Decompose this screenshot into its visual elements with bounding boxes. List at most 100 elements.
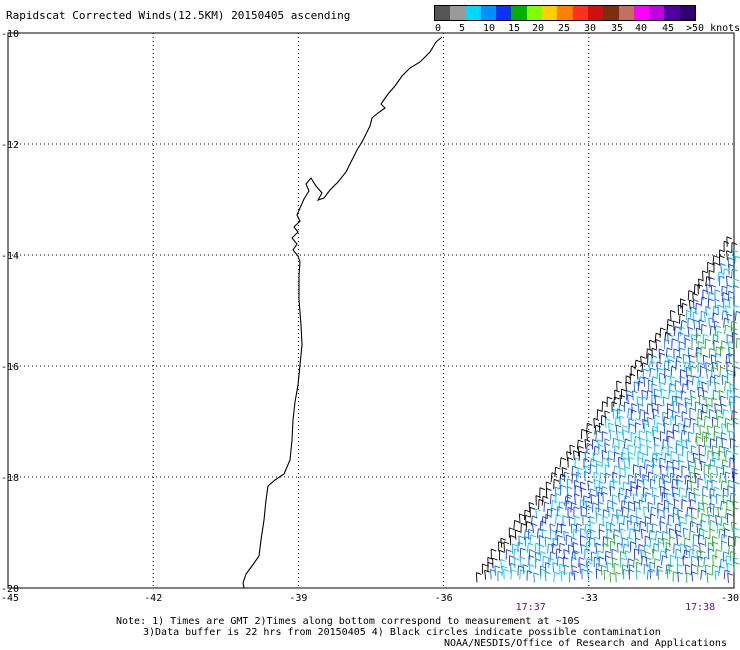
wind-barb-feather: [698, 341, 704, 344]
wind-barb-feather: [703, 354, 709, 358]
wind-barb-feather: [673, 429, 679, 433]
wind-barb-feather: [590, 488, 596, 492]
wind-barb-feather: [716, 493, 722, 497]
wind-barb-feather: [690, 389, 696, 393]
wind-barb-feather: [701, 296, 708, 300]
wind-barb-feather: [666, 492, 672, 496]
wind-barb-feather: [499, 550, 505, 553]
wind-barb-feather: [677, 479, 684, 483]
wind-barb: [605, 521, 608, 532]
legend-swatch: [557, 6, 573, 20]
wind-barb-feather: [727, 485, 734, 489]
wind-barb-feather: [569, 444, 576, 448]
wind-barb-feather: [552, 562, 559, 565]
graticule: [7, 32, 735, 589]
wind-barb-feather: [652, 523, 658, 527]
wind-barb-feather: [713, 262, 720, 266]
wind-barb-feather: [662, 530, 669, 534]
wind-barb: [705, 276, 708, 287]
wind-barb-feather: [525, 514, 531, 518]
wind-barb: [730, 321, 733, 331]
wind-barb: [720, 480, 723, 491]
wind-barb-feather: [690, 417, 696, 421]
wind-barb-feather: [579, 556, 585, 560]
wind-barb-feather: [719, 249, 725, 253]
wind-barb-feather: [566, 486, 573, 490]
wind-barb-feather: [723, 551, 729, 555]
wind-barb: [706, 573, 709, 583]
wind-barb-feather: [709, 269, 715, 273]
legend-swatch: [450, 6, 466, 20]
wind-barb-feather: [717, 506, 724, 510]
wind-barb-feather: [613, 437, 619, 441]
wind-barb-feather: [644, 563, 650, 567]
wind-barb-feather: [670, 450, 677, 454]
wind-barb-feather: [554, 486, 561, 490]
wind-barb-feather: [549, 523, 556, 527]
wind-barb-feather: [634, 521, 640, 525]
wind-barb: [654, 395, 657, 405]
wind-barb-feather: [732, 417, 739, 420]
wind-barb-feather: [693, 319, 700, 323]
wind-barb-feather: [688, 290, 694, 293]
wind-barb-feather: [684, 549, 690, 553]
wind-barb-feather: [630, 528, 636, 531]
wind-barb-feather: [571, 502, 577, 506]
wind-barb-feather: [717, 415, 724, 419]
wind-barb-feather: [612, 494, 618, 498]
latitude-labels: -10 -12 -14 -16 -18 -20: [1, 29, 19, 595]
wind-barb-feather: [661, 388, 667, 392]
wind-barb-feather: [603, 543, 609, 547]
wind-barb-feather: [604, 438, 610, 442]
wind-barb-feather: [667, 319, 674, 322]
wind-barb-feather: [658, 508, 664, 512]
wind-barb-feather: [654, 414, 661, 418]
wind-barb-feather: [563, 556, 569, 560]
wind-barb-feather: [642, 452, 649, 456]
wind-barb-feather: [631, 403, 637, 406]
wind-barb-feather: [545, 481, 552, 485]
wind-barb-feather: [714, 486, 720, 490]
wind-barb-feather: [726, 422, 733, 426]
wind-barb-feather: [548, 557, 554, 561]
wind-barb-feather: [656, 452, 662, 456]
wind-barb-feather: [684, 334, 690, 338]
wind-barb-feather: [607, 457, 613, 461]
wind-barb: [713, 320, 716, 331]
wind-barb-feather: [651, 486, 658, 490]
wind-barb-feather: [697, 283, 704, 287]
wind-barb-feather: [688, 317, 694, 321]
wind-barb-feather: [713, 451, 719, 455]
coastline: [242, 36, 443, 589]
wind-barb-feather: [647, 348, 653, 352]
wind-barb-feather: [611, 548, 618, 552]
wind-barb-feather: [566, 534, 572, 538]
wind-barb-feather: [636, 516, 642, 520]
wind-barb-feather: [560, 484, 566, 488]
wind-barb-feather: [575, 457, 581, 461]
wind-barb-feather: [649, 529, 656, 533]
wind-barb: [591, 502, 594, 513]
wind-barb-feather: [667, 430, 673, 433]
wind-barb-feather: [573, 450, 579, 454]
wind-barb-feather: [720, 472, 726, 476]
wind-barb-feather: [709, 408, 715, 412]
wind-barb-feather: [640, 355, 646, 359]
wind-barb-feather: [702, 485, 709, 489]
wind-barb-feather: [690, 521, 696, 524]
wind-barb: [724, 381, 726, 392]
wind-barb-feather: [613, 480, 619, 484]
wind-barb-feather: [544, 571, 551, 575]
wind-barb: [684, 397, 687, 408]
wind-barb-feather: [682, 445, 689, 449]
wind-barb-feather: [726, 499, 733, 503]
wind-barb: [685, 545, 687, 556]
wind-barb: [646, 570, 649, 580]
wind-barb: [696, 550, 698, 561]
wind-barb-feather: [571, 565, 578, 569]
wind-barb-feather: [675, 414, 681, 418]
legend-label: 35: [610, 23, 624, 34]
wind-barb-feather: [581, 487, 587, 491]
wind-barb-feather: [673, 571, 679, 575]
wind-barb-feather: [567, 478, 573, 482]
